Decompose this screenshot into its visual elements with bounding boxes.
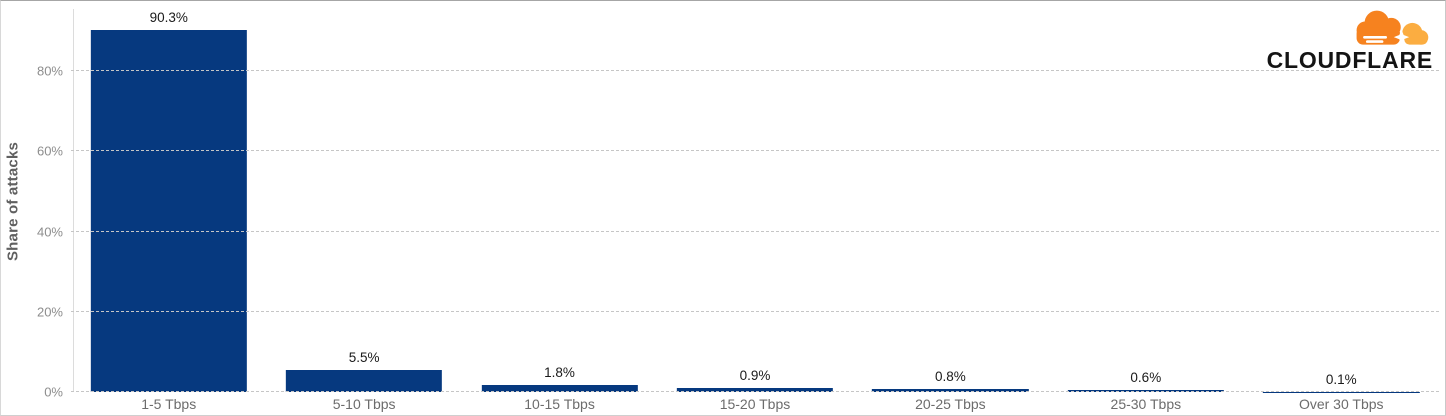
bar-20-25 Tbps: [872, 388, 1029, 392]
cloudflare-cloud-icon: [1356, 10, 1429, 45]
x-axis-category-label: 20-25 Tbps: [915, 396, 986, 412]
gridline-20%: [71, 310, 1439, 312]
y-tick-label: 20%: [36, 304, 63, 320]
cloudflare-wordmark: CLOUDFLARE: [1266, 47, 1433, 73]
gridline-80%: [71, 70, 1439, 71]
x-axis-category-label: Over 30 Tbps: [1298, 396, 1384, 412]
bar-value-label: 90.3%: [149, 9, 188, 25]
y-tick-label: 60%: [36, 143, 63, 159]
bar-band: 90.3%: [71, 1, 266, 392]
bar-band: 0.6%: [1048, 1, 1243, 392]
x-axis-category-label: 15-20 Tbps: [719, 396, 791, 412]
bar-15-20 Tbps: [676, 388, 834, 392]
y-tick-label: 40%: [36, 224, 63, 239]
x-axis-category-label: 5-10 Tbps: [332, 396, 396, 412]
bar-band: 0.8%: [853, 1, 1048, 392]
x-axis-labels: 1-5 Tbps 5-10 Tbps 10-15 Tbps 15-20 Tbps 20-…: [71, 395, 1439, 413]
bar-value-label: 0.9%: [739, 368, 771, 384]
bar-value-label: 5.5%: [348, 349, 380, 365]
x-axis-category-label: 25-30 Tbps: [1110, 396, 1182, 412]
x-axis-category-label: 10-15 Tbps: [524, 396, 595, 412]
bar-band: 0.9%: [657, 1, 852, 392]
cloudflare-logo: CLOUDFLARE: [1267, 7, 1433, 72]
gridline-40%: [71, 230, 1439, 232]
gridline-60%: [71, 150, 1439, 152]
bar-25-30 Tbps: [1067, 389, 1224, 392]
y-tick-label: 0%: [44, 384, 63, 400]
y-axis-ticks: 0% 20% 40% 60% 80%: [1, 1, 65, 400]
bar-10-15 Tbps: [481, 384, 638, 392]
bar-value-label: 0.8%: [935, 368, 966, 384]
bar-value-label: 0.1%: [1325, 371, 1357, 387]
y-tick-label: 80%: [36, 63, 63, 79]
x-axis-category-label: 1-5 Tbps: [141, 396, 197, 412]
bar-1-5 Tbps: [90, 29, 247, 392]
bar-value-label: 0.6%: [1130, 369, 1162, 385]
bars-container: 90.3% 5.5% 1.8% 0.9% 0.8% 0.6% 0.1%: [71, 1, 1439, 392]
bar-band: 1.8%: [462, 1, 657, 392]
gridline-0%: [71, 391, 1439, 392]
bar-value-label: 1.8%: [544, 364, 575, 380]
bar-band: 5.5%: [266, 1, 461, 392]
plot-area: 90.3% 5.5% 1.8% 0.9% 0.8% 0.6% 0.1%: [71, 1, 1439, 392]
bar-5-10 Tbps: [285, 369, 443, 392]
y-axis-line: [73, 9, 74, 392]
